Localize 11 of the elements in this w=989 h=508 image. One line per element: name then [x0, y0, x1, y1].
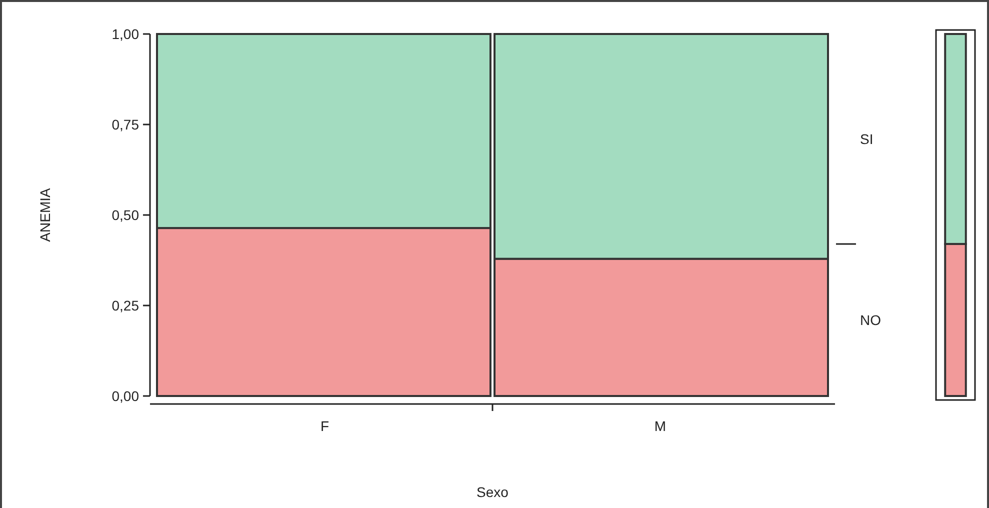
y-tick-label: 1,00 [112, 26, 140, 42]
x-tick-label: F [320, 418, 330, 434]
y-axis-title: ANEMIA [37, 188, 53, 242]
text: NO [860, 312, 882, 328]
x-tick-label: M [654, 418, 666, 434]
y-tick-label: 0,00 [112, 388, 140, 404]
y-tick-label: 0,25 [112, 297, 140, 314]
y-tick-label: 0,50 [112, 206, 140, 223]
text: SI [860, 130, 874, 147]
x-axis-title: Sexo [476, 484, 509, 500]
y-tick-label: 0,75 [112, 116, 140, 132]
